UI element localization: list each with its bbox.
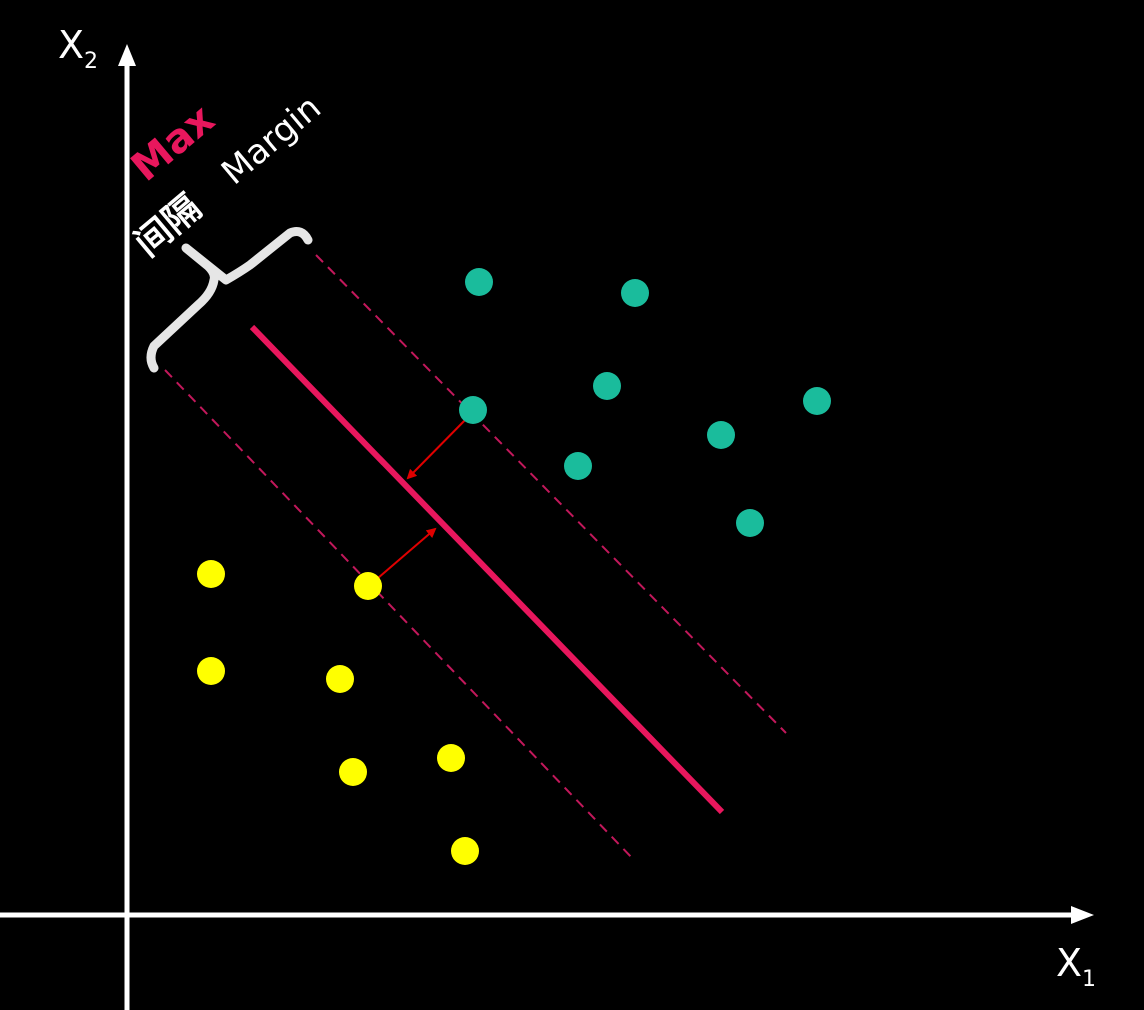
yellow-point: [197, 560, 225, 588]
teal-point: [803, 387, 831, 415]
x-axis-label: X1: [1056, 941, 1096, 992]
yellow-point: [339, 758, 367, 786]
yellow-points: [197, 560, 479, 865]
margin-arrow-upper: [406, 412, 473, 480]
lower-margin-line: [164, 369, 635, 861]
yellow-point-support-vector: [354, 572, 382, 600]
y-axis-label: X2: [58, 23, 98, 74]
max-annotation-group: Max: [123, 96, 224, 191]
x-axis-label-main: X: [1056, 941, 1082, 985]
teal-point: [465, 268, 493, 296]
upper-margin-line: [315, 254, 787, 734]
teal-point-support-vector: [459, 396, 487, 424]
max-text: Max: [123, 96, 224, 191]
teal-point: [593, 372, 621, 400]
teal-point: [707, 421, 735, 449]
yellow-point: [197, 657, 225, 685]
y-axis-label-main: X: [58, 23, 84, 67]
teal-point: [564, 452, 592, 480]
margin-annotation-group: Margin: [214, 88, 329, 193]
axes: [0, 44, 1094, 1010]
y-axis-label-subscript: 2: [84, 49, 98, 74]
x-axis-label-subscript: 1: [1082, 967, 1096, 992]
hyperplane-line: [249, 324, 725, 815]
teal-point: [621, 279, 649, 307]
y-axis-arrowhead: [118, 44, 136, 66]
margin-brace: [146, 227, 313, 373]
margin-text: Margin: [214, 88, 329, 193]
yellow-point: [326, 665, 354, 693]
yellow-point: [451, 837, 479, 865]
teal-points: [459, 268, 831, 537]
x-axis-arrowhead: [1071, 906, 1094, 924]
margin-arrow-lower: [370, 527, 437, 585]
teal-point: [736, 509, 764, 537]
yellow-point: [437, 744, 465, 772]
